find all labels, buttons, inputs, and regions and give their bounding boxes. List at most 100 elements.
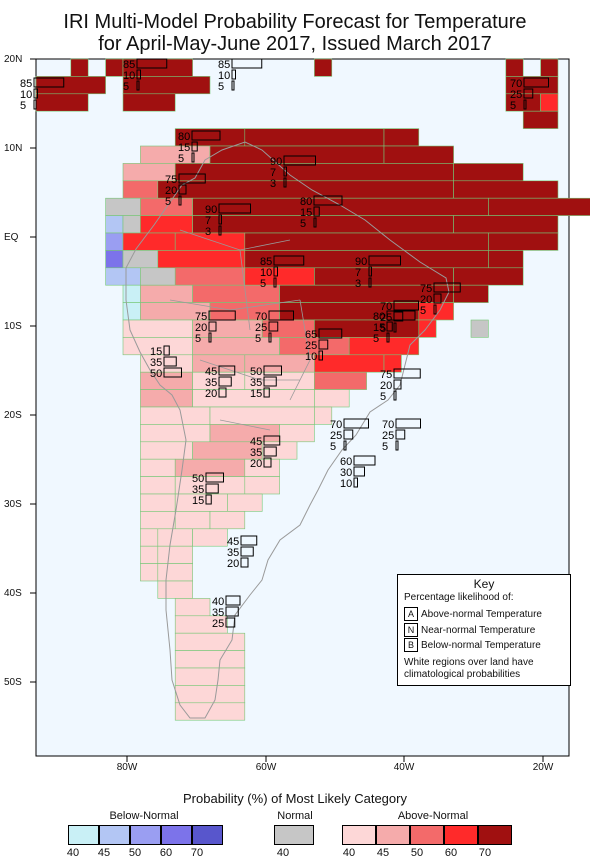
prob-bar xyxy=(353,466,365,477)
prob-bar xyxy=(313,217,317,228)
prob-above-value: 85 xyxy=(20,78,32,90)
prob-bar xyxy=(273,255,305,266)
prob-normal-value: 25 xyxy=(382,430,394,442)
legend-above-swatch xyxy=(376,825,410,845)
prob-bar xyxy=(268,310,294,321)
forecast-cell xyxy=(174,702,246,721)
forecast-cell xyxy=(192,215,454,234)
prob-bar xyxy=(191,152,195,163)
prob-below-value: 5 xyxy=(123,81,129,93)
prob-bar xyxy=(395,429,406,440)
forecast-cell xyxy=(453,215,559,234)
legend-above-swatch xyxy=(478,825,512,845)
forecast-cell xyxy=(140,267,176,286)
prob-bar xyxy=(218,225,222,236)
prob-bar xyxy=(523,77,549,88)
prob-above-value: 45 xyxy=(205,366,217,378)
forecast-cell xyxy=(122,232,176,251)
prob-bar xyxy=(218,214,222,225)
prob-bar xyxy=(523,88,534,99)
prob-bar xyxy=(136,80,140,91)
forecast-cell xyxy=(35,93,89,112)
prob-bar xyxy=(263,376,277,387)
prob-bar xyxy=(231,69,236,80)
prob-bar xyxy=(218,387,227,398)
forecast-cell xyxy=(174,598,211,617)
prob-normal-value: 20 xyxy=(380,380,392,392)
forecast-cell xyxy=(383,354,402,373)
prob-bar xyxy=(393,300,419,311)
prob-below-value: 3 xyxy=(270,178,276,190)
prob-below-value: 5 xyxy=(382,441,388,453)
forecast-cell xyxy=(105,58,124,77)
prob-below-value: 5 xyxy=(218,81,224,93)
forecast-cell xyxy=(314,389,350,408)
forecast-cell xyxy=(157,563,193,582)
lat-label-eq: EQ xyxy=(4,232,19,243)
forecast-cell xyxy=(383,128,420,147)
prob-below-value: 5 xyxy=(420,305,426,317)
prob-bar xyxy=(523,99,527,110)
key-code-n: N xyxy=(404,623,418,637)
prob-above-value: 85 xyxy=(218,59,230,71)
forecast-cell xyxy=(174,650,246,669)
prob-bar xyxy=(263,446,277,457)
prob-bar xyxy=(353,477,358,488)
forecast-cell xyxy=(105,215,124,234)
key-row-below: B Below-normal Temperature xyxy=(404,638,541,652)
prob-below-value: 5 xyxy=(330,441,336,453)
forecast-cell xyxy=(488,232,559,251)
prob-normal-value: 35 xyxy=(212,607,224,619)
forecast-cell xyxy=(174,476,246,495)
prob-bar xyxy=(318,350,323,361)
prob-bar xyxy=(393,379,402,390)
forecast-cell xyxy=(244,476,280,495)
forecast-cell xyxy=(488,250,524,269)
prob-normal-value: 30 xyxy=(340,467,352,479)
prob-normal-value: 10 xyxy=(218,70,230,82)
coastline xyxy=(125,141,450,719)
forecast-cell xyxy=(470,319,489,338)
prob-above-value: 80 xyxy=(300,196,312,208)
prob-bar xyxy=(191,130,221,141)
prob-normal-value: 35 xyxy=(192,484,204,496)
forecast-cell xyxy=(140,424,211,443)
forecast-cell xyxy=(157,250,246,269)
prob-below-value: 20 xyxy=(205,388,217,400)
legend-below-swatch xyxy=(161,825,192,845)
prob-below-value: 3 xyxy=(205,226,211,238)
prob-bar xyxy=(208,332,212,343)
forecast-cell xyxy=(122,180,159,199)
forecast-cell xyxy=(505,58,524,77)
forecast-cell xyxy=(140,389,193,408)
forecast-cell xyxy=(209,406,315,425)
prob-normal-value: 25 xyxy=(510,89,522,101)
prob-bar xyxy=(178,184,187,195)
prob-above-value: 45 xyxy=(250,436,262,448)
lat-label-20s: 20S xyxy=(4,410,22,421)
prob-bar xyxy=(208,321,217,332)
forecast-cell xyxy=(314,58,333,77)
forecast-cell xyxy=(140,215,193,234)
forecast-cell xyxy=(209,145,385,164)
legend-title: Probability (%) of Most Likely Category xyxy=(183,791,407,806)
prob-above-value: 75 xyxy=(420,283,432,295)
prob-bar xyxy=(205,483,219,494)
prob-normal-value: 7 xyxy=(205,215,211,227)
prob-above-value: 75 xyxy=(165,174,177,186)
forecast-cell xyxy=(122,93,176,112)
prob-below-value: 5 xyxy=(380,323,386,335)
prob-below-value: 10 xyxy=(340,478,352,490)
prob-normal-value: 10 xyxy=(20,89,32,101)
prob-bar xyxy=(263,365,282,376)
forecast-cell xyxy=(140,476,176,495)
forecast-cell xyxy=(192,528,228,547)
